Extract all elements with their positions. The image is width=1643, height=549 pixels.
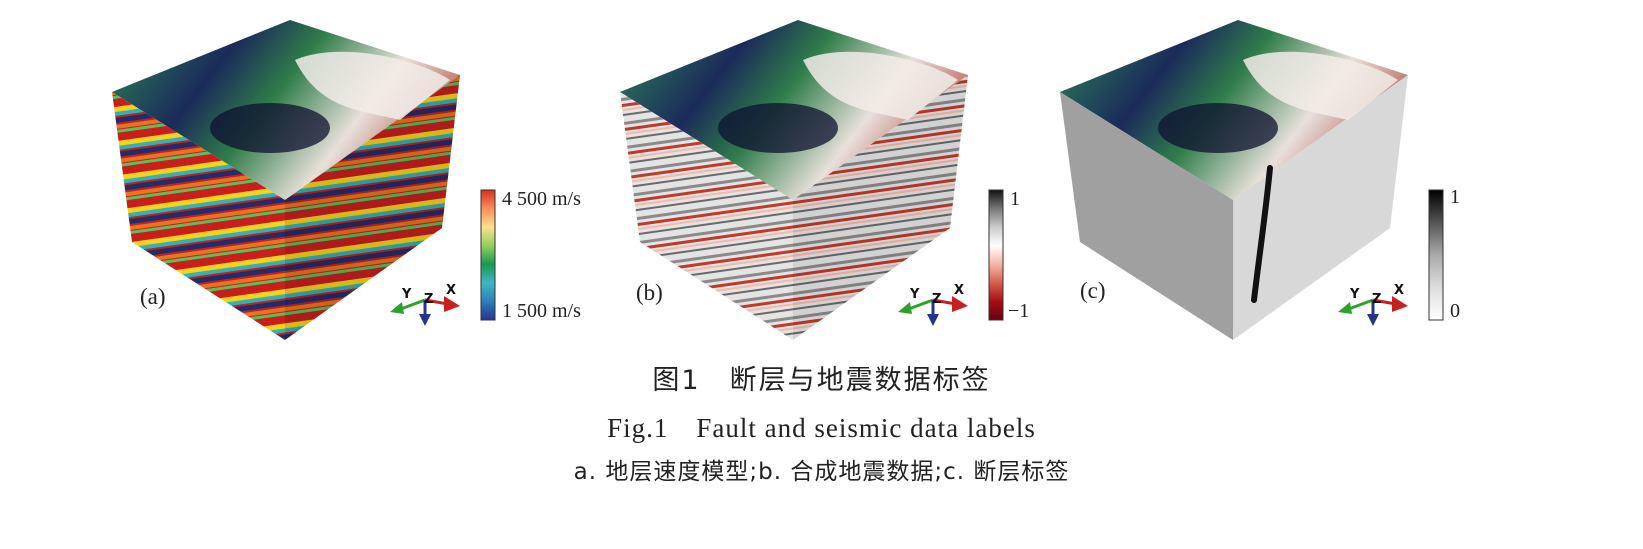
figure-subcaption: a. 地层速度模型;b. 合成地震数据;c. 断层标签 xyxy=(573,459,1070,485)
x-axis-label: X xyxy=(446,283,457,298)
axes-triad-icon xyxy=(898,296,968,326)
figure-caption-chinese: 图1 断层与地震数据标签 xyxy=(652,365,991,396)
figure-caption-english: Fig.1 Fault and seismic data labels xyxy=(607,413,1036,443)
colorbar-min-label: −1 xyxy=(1008,300,1030,322)
y-axis-label: Y xyxy=(402,287,412,302)
colorbar-min-label: 1 500 m/s xyxy=(502,300,581,322)
panel-label: (c) xyxy=(1080,278,1106,303)
colorbar xyxy=(988,189,1004,321)
colorbar-max-label: 1 xyxy=(1010,188,1020,210)
panel-a: (a) 4 500 m/s 1 500 m/s Y Z X xyxy=(100,0,640,360)
x-axis-label: X xyxy=(1394,283,1405,298)
axes-triad-icon xyxy=(1338,296,1408,326)
colorbar-min-label: 0 xyxy=(1450,300,1460,322)
panel-label: (a) xyxy=(140,284,166,309)
colorbar-max-label: 4 500 m/s xyxy=(502,188,581,210)
panel-label: (b) xyxy=(636,280,663,305)
panel-c: (c) 1 0 Y Z X xyxy=(1048,0,1588,360)
colorbar xyxy=(480,189,496,321)
z-axis-label: Z xyxy=(1372,292,1382,307)
colorbar-max-label: 1 xyxy=(1450,186,1460,208)
y-axis-label: Y xyxy=(910,287,920,302)
colorbar xyxy=(1428,189,1444,321)
fault-label-cube xyxy=(1060,20,1408,340)
axes-triad-icon xyxy=(390,296,460,326)
velocity-model-cube xyxy=(112,20,460,340)
z-axis-label: Z xyxy=(424,292,434,307)
panel-b: (b) 1 −1 Y Z X xyxy=(608,0,1148,360)
synthetic-seismic-cube xyxy=(620,20,968,340)
x-axis-label: X xyxy=(954,283,965,298)
z-axis-label: Z xyxy=(932,292,942,307)
y-axis-label: Y xyxy=(1350,287,1360,302)
